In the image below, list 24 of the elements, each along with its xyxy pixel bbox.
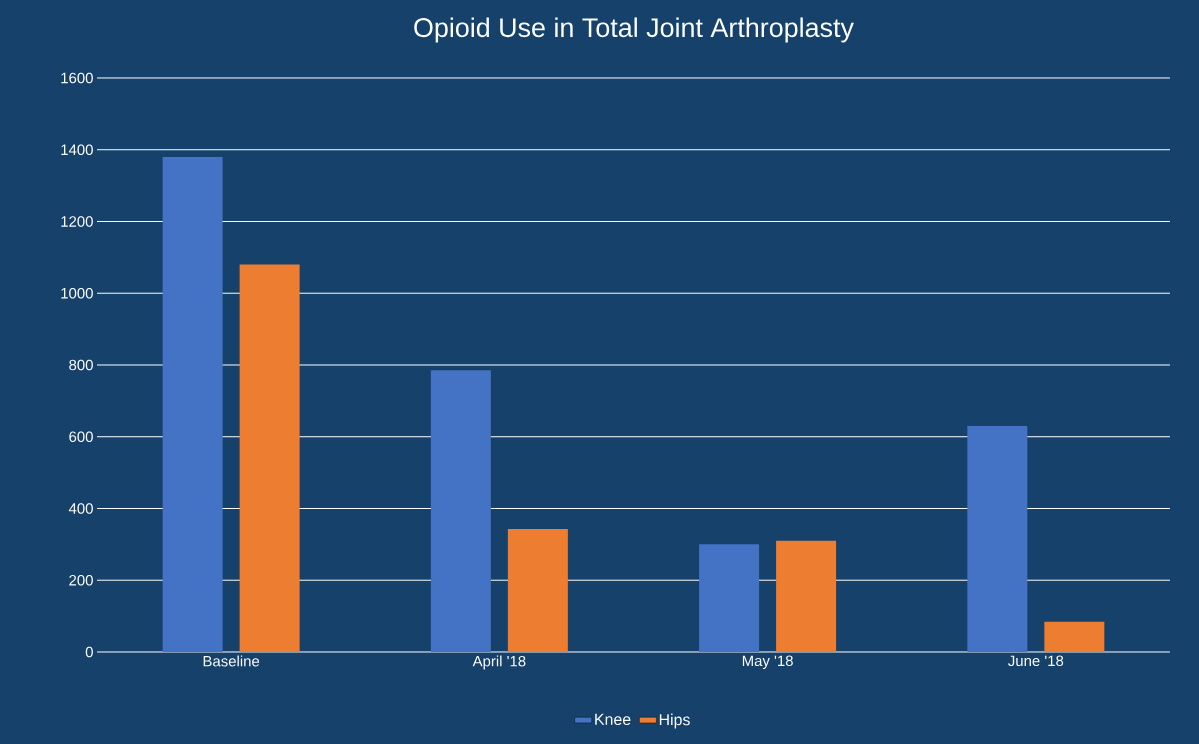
y-tick-label: 1400 xyxy=(61,144,93,156)
y-tick-label: 1200 xyxy=(61,216,93,227)
x-tick-label: June '18 xyxy=(1008,655,1064,667)
bar xyxy=(507,528,568,652)
bar xyxy=(162,156,223,652)
legend-label: Knee xyxy=(595,713,631,725)
y-tick-label: 0 xyxy=(85,646,93,658)
bar xyxy=(967,425,1028,652)
bar xyxy=(239,264,300,652)
x-tick-label: Baseline xyxy=(203,655,260,667)
y-tick-label: 600 xyxy=(69,431,93,443)
y-tick-label: 1600 xyxy=(61,72,93,84)
bar xyxy=(430,370,491,652)
y-tick-label: 200 xyxy=(69,574,93,586)
y-tick-label: 1000 xyxy=(61,287,93,299)
bar xyxy=(699,544,760,652)
y-tick-label: 800 xyxy=(69,359,93,371)
x-tick-label: May '18 xyxy=(742,655,793,670)
x-tick-label: April '18 xyxy=(472,655,526,670)
y-tick-label: 400 xyxy=(68,503,93,514)
chart-title: Opioid Use in Total Joint Arthroplasty xyxy=(414,17,854,43)
bar xyxy=(1044,621,1105,652)
bar xyxy=(776,540,837,652)
legend-label: Hips xyxy=(659,713,690,729)
